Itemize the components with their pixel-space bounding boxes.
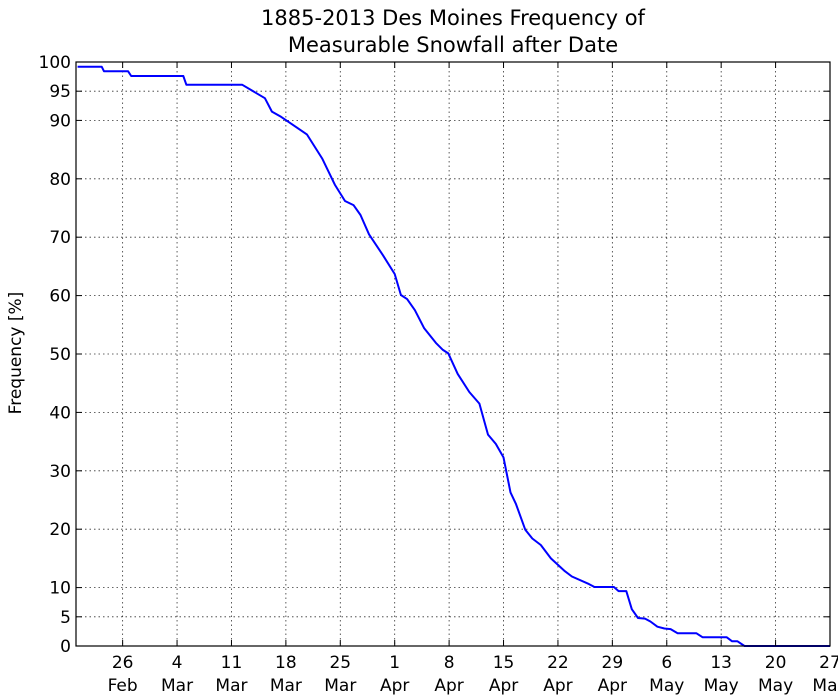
x-tick-label-day: 11: [221, 653, 243, 673]
x-tick-label-month: Apr: [380, 676, 409, 696]
x-tick-label-day: 18: [275, 653, 297, 673]
grid-lines: [76, 61, 831, 647]
x-tick-label-month: May: [812, 676, 838, 696]
x-tick-label-month: May: [758, 676, 793, 696]
x-tick-label-month: Apr: [598, 676, 627, 696]
x-tick-label-day: 15: [493, 653, 515, 673]
x-tick-label-day: 20: [765, 653, 787, 673]
x-tick-label-month: Mar: [270, 676, 302, 696]
x-tick-label-day: 6: [661, 653, 672, 673]
x-tick-label-day: 1: [389, 653, 400, 673]
series-layer: [77, 65, 830, 647]
chart-title-line-2: Measurable Snowfall after Date: [288, 33, 618, 57]
x-tick-label-month: Apr: [434, 676, 463, 696]
x-tick-label-day: 4: [172, 653, 183, 673]
y-axis-label: Frequency [%]: [6, 292, 26, 415]
x-tick-label-day: 25: [329, 653, 351, 673]
y-tick-label: 10: [49, 579, 71, 599]
y-tick-label: 95: [49, 82, 71, 102]
y-tick-label: 70: [49, 228, 71, 248]
x-tick-label-day: 22: [547, 653, 569, 673]
chart-title-line-1: 1885-2013 Des Moines Frequency of: [261, 6, 646, 30]
x-tick-label-month: Mar: [161, 676, 193, 696]
y-tick-label: 0: [60, 637, 71, 657]
y-tick-label: 30: [49, 462, 71, 482]
axis-ticks: 26 Feb 4 Mar 11 Mar 18 Mar 25 Mar 1 Apr 8 Apr 15 Apr 22 A…: [39, 53, 838, 696]
x-tick-label-month: Mar: [215, 676, 247, 696]
y-tick-label: 60: [49, 287, 71, 307]
y-tick-label: 100: [39, 53, 71, 73]
y-tick-label: 5: [60, 608, 71, 628]
x-tick-label-day: 27: [819, 653, 838, 673]
x-tick-label-month: May: [649, 676, 684, 696]
y-tick-label: 90: [49, 111, 71, 131]
x-tick-label-month: Apr: [489, 676, 518, 696]
y-tick-label: 40: [49, 403, 71, 423]
x-tick-label-month: Apr: [543, 676, 572, 696]
x-tick-label-day: 13: [710, 653, 732, 673]
x-tick-label-month: May: [704, 676, 739, 696]
frequency-series-line: [77, 65, 830, 647]
y-tick-label: 50: [49, 345, 71, 365]
x-tick-label-day: 29: [602, 653, 624, 673]
x-tick-label-day: 8: [444, 653, 455, 673]
x-tick-label-month: Feb: [108, 676, 138, 696]
x-tick-label-month: Mar: [324, 676, 356, 696]
y-tick-label: 80: [49, 170, 71, 190]
x-tick-label-day: 26: [112, 653, 134, 673]
y-tick-label: 20: [49, 520, 71, 540]
